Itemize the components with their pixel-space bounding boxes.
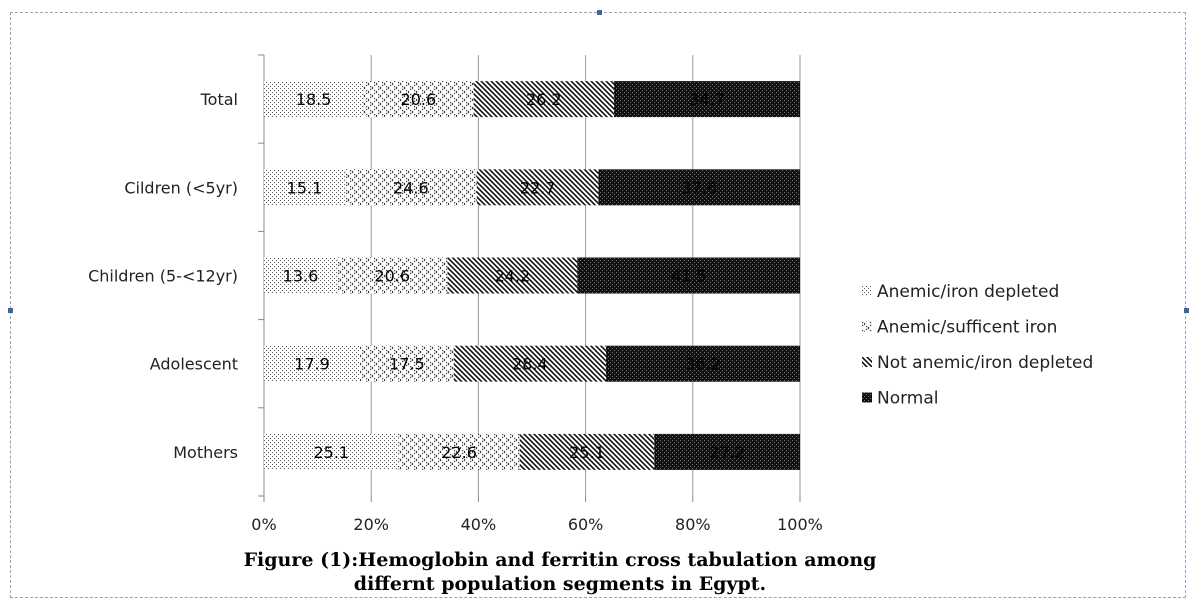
resize-handle-left[interactable]	[8, 308, 13, 313]
bars-layer: 18.5 20.6 26.2 34.7 15.1 24.6 22.7 37.6 13.6 20.6…	[264, 81, 800, 470]
axis-layer: 0% 20% 40% 60% 80% 100% Total Cildren (<5yr) Chi…	[88, 54, 823, 534]
data-label: 18.5	[296, 90, 332, 109]
bar-segment	[264, 81, 364, 118]
data-label: 28.4	[512, 355, 548, 374]
bar-segment	[264, 345, 360, 382]
bar-segment	[447, 257, 578, 294]
bar-segment	[453, 345, 606, 382]
bar-segment	[264, 257, 337, 294]
data-label: 27.2	[709, 443, 745, 462]
legend-swatch	[862, 286, 872, 296]
legend-label: Not anemic/iron depleted	[877, 353, 1093, 373]
x-tick-label: 80%	[675, 515, 711, 534]
legend-swatch	[862, 357, 872, 367]
resize-handle-right[interactable]	[1184, 308, 1189, 313]
data-label: 13.6	[283, 267, 319, 286]
category-label: Children (5-<12yr)	[88, 267, 238, 286]
bar-segment	[598, 169, 800, 206]
data-label: 22.7	[520, 178, 556, 197]
category-label: Cildren (<5yr)	[124, 178, 238, 197]
bar-segment	[336, 257, 448, 294]
data-label: 24.6	[393, 178, 429, 197]
bar-segment	[654, 433, 800, 470]
legend-label: Anemic/iron depleted	[877, 282, 1059, 302]
bar-segment	[264, 169, 345, 206]
bar-segment	[614, 81, 800, 118]
data-label: 25.1	[569, 443, 605, 462]
legend-swatch	[862, 392, 872, 403]
x-tick-label: 20%	[353, 515, 389, 534]
x-tick-label: 40%	[461, 515, 497, 534]
legend: Anemic/iron depleted Anemic/sufficent iro…	[862, 282, 1093, 409]
category-label: Total	[200, 90, 238, 109]
data-label: 17.5	[389, 355, 425, 374]
legend-label: Anemic/sufficent iron	[877, 318, 1057, 338]
x-tick-label: 0%	[251, 515, 276, 534]
data-label: 36.2	[685, 355, 721, 374]
bar-segment	[359, 345, 454, 382]
data-label: 34.7	[689, 90, 725, 109]
data-label: 17.9	[294, 355, 330, 374]
bar-segment	[519, 433, 655, 470]
bar-segment	[344, 169, 477, 206]
data-label: 24.2	[495, 267, 531, 286]
bar-segment	[363, 81, 474, 118]
category-label: Adolescent	[150, 355, 238, 374]
bar-segment	[398, 433, 520, 470]
legend-label: Normal	[877, 389, 939, 409]
data-label: 22.6	[441, 443, 477, 462]
data-label: 25.1	[313, 443, 349, 462]
figure-caption: Figure (1):Hemoglobin and ferritin cross…	[243, 549, 877, 595]
data-label: 20.6	[401, 90, 437, 109]
resize-handle-top[interactable]	[597, 10, 602, 15]
data-label: 37.6	[681, 178, 717, 197]
bar-segment	[605, 345, 800, 382]
x-tick-label: 60%	[568, 515, 604, 534]
bar-segment	[264, 433, 399, 470]
data-label: 41.5	[671, 267, 707, 286]
data-label: 26.2	[526, 90, 562, 109]
x-tick-label: 100%	[777, 515, 823, 534]
bar-segment	[473, 81, 615, 118]
legend-swatch	[862, 321, 872, 332]
bar-segment	[577, 257, 800, 294]
data-label: 20.6	[374, 267, 410, 286]
data-label: 15.1	[287, 178, 323, 197]
bar-segment	[476, 169, 599, 206]
category-label: Mothers	[173, 443, 238, 462]
